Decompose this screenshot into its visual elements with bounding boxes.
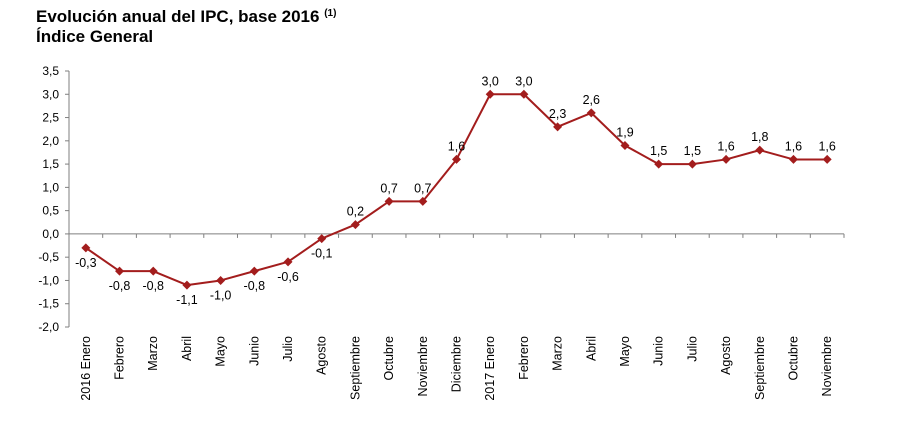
data-label: 0,7 <box>414 181 431 195</box>
chart-title-note: (1) <box>324 8 337 19</box>
data-label: 1,5 <box>650 144 667 158</box>
y-tick-label: 1,0 <box>42 180 59 194</box>
y-tick-label: 0,5 <box>42 204 59 218</box>
data-point-marker <box>452 154 461 164</box>
y-tick-label: 3,5 <box>42 64 59 78</box>
x-category-label: Diciembre <box>450 336 464 392</box>
data-label: -0,3 <box>75 256 97 270</box>
data-point-marker <box>485 89 495 99</box>
y-tick-label: 3,0 <box>42 87 59 101</box>
data-label: -0,8 <box>109 279 131 293</box>
data-label: 2,3 <box>549 107 566 121</box>
x-category-label: Junio <box>652 336 666 366</box>
y-tick-label: -1,5 <box>38 297 59 311</box>
x-category-label: Julio <box>685 336 699 362</box>
data-point-marker <box>283 257 293 267</box>
data-point-marker <box>788 154 798 164</box>
data-point-marker <box>418 196 428 206</box>
data-point-marker <box>148 266 158 276</box>
chart-title-block: Evolución anual del IPC, base 2016 (1) Í… <box>36 4 336 47</box>
chart-subtitle: Índice General <box>36 27 154 46</box>
series-line <box>85 93 828 287</box>
data-point-marker <box>654 159 664 169</box>
x-category-label: 2017 Enero <box>483 336 497 401</box>
data-label: 1,9 <box>616 125 633 139</box>
data-label: -0,8 <box>244 279 266 293</box>
y-tick-label: 2,5 <box>42 111 59 125</box>
data-point-marker <box>519 89 529 99</box>
x-category-label: Noviembre <box>416 336 430 396</box>
data-label: -1,1 <box>176 293 198 307</box>
x-category-label: Abril <box>584 336 598 361</box>
data-point-marker <box>81 243 91 253</box>
x-category-label: Mayo <box>214 336 228 367</box>
data-point-marker <box>755 145 765 155</box>
data-point-marker <box>721 154 731 164</box>
data-point-marker <box>586 108 596 118</box>
data-label: 3,0 <box>482 74 499 88</box>
data-label: 0,2 <box>347 205 364 219</box>
x-category-label: Junio <box>247 336 261 366</box>
data-label: 3,0 <box>515 74 532 88</box>
data-point-marker <box>350 220 360 230</box>
x-category-label: Septiembre <box>348 336 362 400</box>
y-tick-label: -1,0 <box>38 273 59 287</box>
data-point-marker <box>249 266 259 276</box>
x-category-label: Febrero <box>517 336 531 380</box>
x-category-label: Mayo <box>618 336 632 367</box>
chart-title-text: Evolución anual del IPC, base 2016 <box>36 7 320 26</box>
y-tick-label: -0,5 <box>38 250 59 264</box>
data-label: -0,8 <box>142 279 164 293</box>
x-category-label: Noviembre <box>820 336 834 396</box>
x-category-label: 2016 Enero <box>79 336 93 401</box>
x-category-label: Marzo <box>146 336 160 371</box>
x-category-label: Septiembre <box>753 336 767 400</box>
data-point-marker <box>182 280 192 290</box>
x-category-label: Agosto <box>315 336 329 375</box>
data-point-marker <box>553 122 563 132</box>
data-label: 1,8 <box>751 130 768 144</box>
x-category-label: Febrero <box>113 336 127 380</box>
data-label: 1,6 <box>717 139 734 153</box>
x-category-label: Agosto <box>719 336 733 375</box>
x-category-label: Octubre <box>382 336 396 381</box>
data-label: -0,6 <box>277 270 299 284</box>
x-category-label: Abril <box>180 336 194 361</box>
chart-title: Evolución anual del IPC, base 2016 (1) <box>36 4 336 27</box>
data-point-marker <box>620 140 630 150</box>
data-label: 1,6 <box>448 139 465 153</box>
data-point-marker <box>384 196 394 206</box>
y-tick-label: 1,5 <box>42 157 59 171</box>
data-point-marker <box>687 159 697 169</box>
data-point-marker <box>115 266 125 276</box>
x-category-label: Marzo <box>551 336 565 371</box>
data-label: 1,6 <box>818 139 835 153</box>
y-tick-label: 2,0 <box>42 134 59 148</box>
y-tick-label: -2,0 <box>38 320 59 334</box>
data-label: 1,6 <box>785 139 802 153</box>
data-label: 1,5 <box>684 144 701 158</box>
y-tick-label: 0,0 <box>42 227 59 241</box>
data-point-marker <box>317 234 327 244</box>
data-label: 2,6 <box>583 93 600 107</box>
data-label: -0,1 <box>311 247 333 261</box>
data-label: 0,7 <box>380 181 397 195</box>
data-point-marker <box>216 275 226 285</box>
x-category-label: Julio <box>281 336 295 362</box>
data-label: -1,0 <box>210 288 232 302</box>
x-category-label: Octubre <box>786 336 800 381</box>
data-point-marker <box>822 154 832 164</box>
